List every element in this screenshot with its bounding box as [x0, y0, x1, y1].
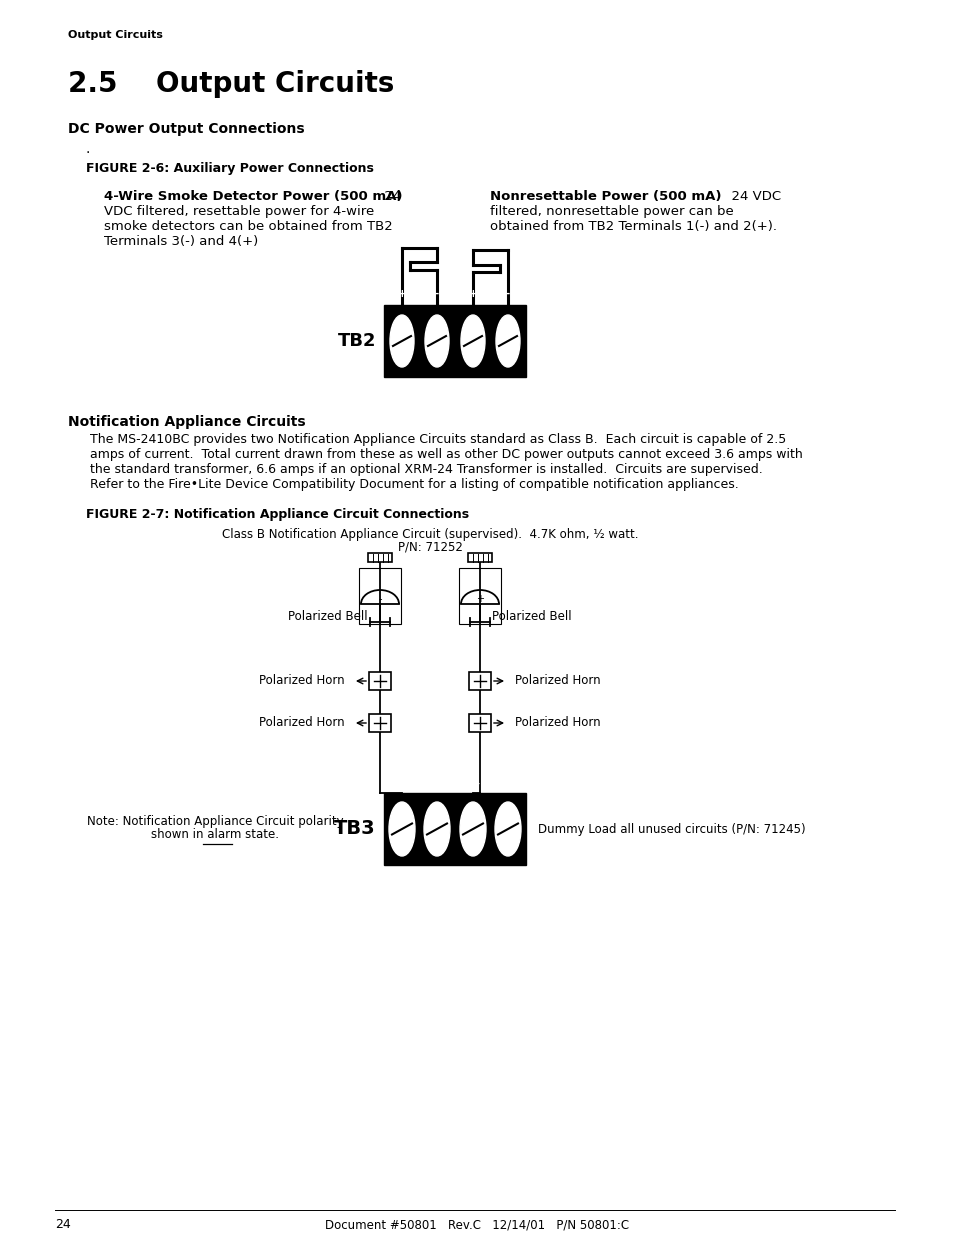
Text: smoke detectors can be obtained from TB2: smoke detectors can be obtained from TB2 — [104, 220, 393, 233]
Text: Nonresettable Power (500 mA): Nonresettable Power (500 mA) — [490, 190, 720, 203]
Ellipse shape — [390, 315, 414, 367]
Text: 2: 2 — [469, 382, 476, 391]
Text: Polarized Bell: Polarized Bell — [288, 610, 368, 622]
Text: Note: Notification Appliance Circuit polarity: Note: Notification Appliance Circuit pol… — [87, 815, 343, 827]
Text: Polarized Horn: Polarized Horn — [515, 716, 600, 730]
Bar — [469, 714, 491, 732]
Ellipse shape — [460, 315, 484, 367]
Text: FIGURE 2-6: Auxiliary Power Connections: FIGURE 2-6: Auxiliary Power Connections — [86, 162, 374, 175]
Bar — [358, 568, 400, 624]
Text: .: . — [86, 142, 91, 156]
Text: Polarized Horn: Polarized Horn — [259, 716, 345, 730]
Bar — [469, 672, 491, 690]
Text: Dummy Load all unused circuits (P/N: 71245): Dummy Load all unused circuits (P/N: 712… — [537, 823, 804, 836]
Bar — [384, 305, 525, 377]
Text: 24: 24 — [55, 1218, 71, 1231]
Bar — [384, 793, 525, 864]
Text: Output Circuits: Output Circuits — [68, 30, 163, 40]
Ellipse shape — [424, 315, 449, 367]
Text: B-: B- — [502, 779, 513, 788]
Text: 24 VDC: 24 VDC — [722, 190, 781, 203]
Bar — [368, 553, 392, 562]
Text: Terminals 3(-) and 4(+): Terminals 3(-) and 4(+) — [104, 235, 258, 248]
Text: TB2: TB2 — [337, 332, 375, 350]
Text: +: + — [476, 594, 483, 604]
Bar — [369, 672, 391, 690]
Ellipse shape — [495, 802, 520, 856]
Ellipse shape — [389, 802, 415, 856]
Text: 1: 1 — [504, 382, 511, 391]
Text: B+: B+ — [395, 779, 409, 788]
Text: DC Power Output Connections: DC Power Output Connections — [68, 122, 304, 136]
Text: Polarized Horn: Polarized Horn — [259, 674, 345, 688]
Ellipse shape — [459, 802, 485, 856]
Text: shown in alarm state.: shown in alarm state. — [151, 829, 278, 841]
Ellipse shape — [496, 315, 519, 367]
Bar — [468, 553, 492, 562]
Bar — [458, 568, 500, 624]
Text: filtered, nonresettable power can be: filtered, nonresettable power can be — [490, 205, 733, 219]
Text: obtained from TB2 Terminals 1(-) and 2(+).: obtained from TB2 Terminals 1(-) and 2(+… — [490, 220, 776, 233]
Text: 2.5    Output Circuits: 2.5 Output Circuits — [68, 70, 394, 98]
Text: -: - — [435, 289, 438, 299]
Text: +: + — [397, 289, 406, 299]
Text: +: + — [468, 289, 476, 299]
Text: TB3: TB3 — [334, 820, 375, 839]
Text: the standard transformer, 6.6 amps if an optional XRM-24 Transformer is installe: the standard transformer, 6.6 amps if an… — [90, 463, 762, 475]
Text: Document #50801   Rev.C   12/14/01   P/N 50801:C: Document #50801 Rev.C 12/14/01 P/N 50801… — [325, 1218, 628, 1231]
Text: Polarized Bell: Polarized Bell — [492, 610, 571, 622]
Text: FIGURE 2-7: Notification Appliance Circuit Connections: FIGURE 2-7: Notification Appliance Circu… — [86, 508, 469, 521]
Text: 3: 3 — [433, 382, 440, 391]
Text: amps of current.  Total current drawn from these as well as other DC power outpu: amps of current. Total current drawn fro… — [90, 448, 801, 461]
Text: Polarized Horn: Polarized Horn — [515, 674, 600, 688]
Ellipse shape — [423, 802, 450, 856]
Text: P/N: 71252: P/N: 71252 — [397, 541, 462, 555]
Text: Class B Notification Appliance Circuit (supervised).  4.7K ohm, ½ watt.: Class B Notification Appliance Circuit (… — [221, 529, 638, 541]
Text: Notification Appliance Circuits: Notification Appliance Circuits — [68, 415, 305, 429]
Text: Refer to the Fire•Lite Device Compatibility Document for a listing of compatible: Refer to the Fire•Lite Device Compatibil… — [90, 478, 738, 492]
Text: B-: B- — [432, 779, 442, 788]
Text: 4-Wire Smoke Detector Power (500 mA): 4-Wire Smoke Detector Power (500 mA) — [104, 190, 402, 203]
Text: VDC filtered, resettable power for 4-wire: VDC filtered, resettable power for 4-wir… — [104, 205, 374, 219]
Bar — [369, 714, 391, 732]
Text: B+: B+ — [465, 779, 479, 788]
Text: -: - — [505, 289, 510, 299]
Text: The MS-2410BC provides two Notification Appliance Circuits standard as Class B. : The MS-2410BC provides two Notification … — [90, 433, 785, 446]
Text: 4: 4 — [398, 382, 405, 391]
Text: 24: 24 — [379, 190, 400, 203]
Text: -: - — [377, 594, 381, 604]
